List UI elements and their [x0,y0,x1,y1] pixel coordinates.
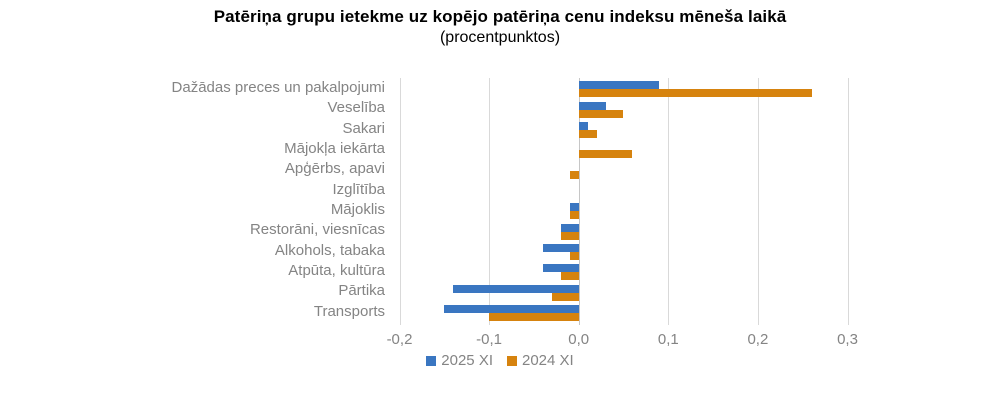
bar-2024-xi-alkohols-tabaka [569,252,579,261]
bar-2025-xi-restor-ni-viesn-cas [560,223,579,232]
bar-2024-xi-transports [489,313,579,322]
bar-2024-xi-da-das-preces-un-pakalpojumi [578,89,812,98]
bar-2025-xi-sakari [578,121,588,130]
bar-2025-xi-da-das-preces-un-pakalpojumi [578,81,660,90]
legend-swatch-2024-xi [507,355,517,366]
legend-swatch-2025-xi [426,355,437,366]
x-tick-label: -0,2 [386,331,413,348]
category-label-restor-ni-viesn-cas: Restorāni, viesnīcas [249,221,385,239]
legend-label: 2024 XI [522,352,574,369]
legend-label: 2025 XI [441,352,493,369]
x-tick-label: 0,3 [837,331,858,348]
bar-2025-xi-p-rtika [453,284,579,293]
category-label-vesel-ba: Veselība [327,99,385,117]
gridline [489,78,491,325]
bar-2024-xi-m-jok-a-iek-rta [578,150,633,159]
legend: 2025 XI 2024 XI [0,352,1000,369]
gridline [399,78,401,325]
bar-2025-xi-atp-ta-kult-ra [542,264,579,273]
category-label-da-das-preces-un-pakalpojumi: Dažādas preces un pakalpojumi [171,79,385,96]
x-tick-label: 0,2 [747,331,769,348]
bar-2024-xi-restor-ni-viesn-cas [560,231,579,240]
category-label-p-rtika: Pārtika [338,282,385,300]
bar-2024-xi-atp-ta-kult-ra [560,272,579,281]
x-tick-label: 0,0 [568,331,590,348]
category-label-izgl-t-ba: Izglītība [332,180,385,198]
gridline [668,78,670,325]
bar-2025-xi-m-joklis [569,203,579,212]
bar-2024-xi-m-joklis [569,211,579,220]
bar-2024-xi-ap-rbs-apavi [569,170,579,179]
chart-subtitle: (procentpunktos) [439,29,561,46]
category-label-m-joklis: Mājoklis [330,201,385,218]
bar-2025-xi-vesel-ba [578,101,606,110]
chart-title: Patēriņa grupu ietekme uz kopējo patēriņ… [213,7,787,26]
category-label-ap-rbs-apavi: Apģērbs, apavi [284,160,385,178]
gridline [847,78,849,325]
category-label-m-jok-a-iek-rta: Mājokļa iekārta [284,140,385,157]
category-label-atp-ta-kult-ra: Atpūta, kultūra [288,262,385,279]
bar-2025-xi-transports [444,304,579,313]
bar-2024-xi-vesel-ba [578,109,624,118]
category-label-transports: Transports [313,302,385,320]
category-label-sakari: Sakari [342,119,385,137]
legend-item-2025-xi[interactable]: 2025 XI [426,352,493,369]
zero-axis-line [578,78,580,325]
gridline [757,78,759,325]
legend-item-2024-xi[interactable]: 2024 XI [507,352,574,369]
x-tick-label: 0,1 [657,331,679,348]
x-tick-label: -0,1 [476,331,503,348]
bar-2025-xi-alkohols-tabaka [542,243,579,252]
bar-2024-xi-p-rtika [551,292,579,301]
bar-2024-xi-sakari [578,130,597,139]
category-label-alkohols-tabaka: Alkohols, tabaka [274,241,385,259]
